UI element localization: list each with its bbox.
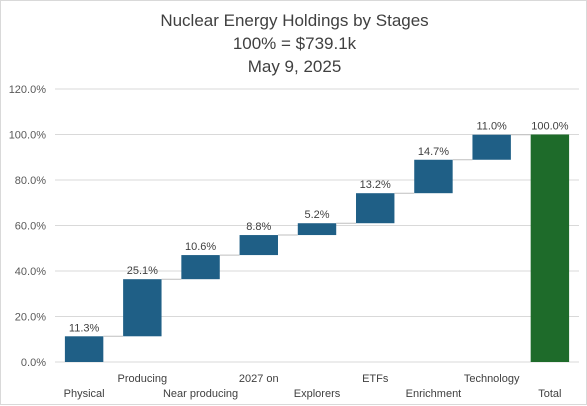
- step-bar: [123, 279, 162, 337]
- x-category-label: Technology: [464, 373, 520, 385]
- data-label: 25.1%: [127, 265, 158, 277]
- data-label: 11.0%: [476, 121, 507, 133]
- x-category-label: Total: [538, 388, 561, 400]
- data-label: 13.2%: [360, 179, 391, 191]
- step-bar: [472, 134, 511, 160]
- step-bar: [297, 223, 337, 236]
- data-label: 14.7%: [418, 146, 449, 158]
- data-label: 5.2%: [304, 209, 329, 221]
- chart-subtitle-date: May 9, 2025: [247, 57, 342, 76]
- chart-subtitle-total: 100% = $739.1k: [232, 34, 357, 53]
- y-tick-label: 100.0%: [9, 130, 47, 142]
- data-label: 8.8%: [246, 221, 271, 233]
- data-label: 10.6%: [185, 241, 216, 253]
- x-category-label: Producing: [118, 373, 168, 385]
- step-bar: [356, 193, 395, 224]
- x-category-label: ETFs: [362, 373, 389, 385]
- y-tick-label: 80.0%: [15, 175, 46, 187]
- data-label: 11.3%: [69, 322, 100, 334]
- step-bar: [181, 255, 220, 280]
- x-category-label: Near producing: [163, 388, 238, 400]
- step-bar: [414, 159, 453, 194]
- y-tick-label: 120.0%: [9, 84, 47, 96]
- x-category-label: Explorers: [294, 388, 341, 400]
- y-tick-label: 20.0%: [15, 312, 46, 324]
- x-category-label: Physical: [64, 388, 105, 400]
- step-bar: [239, 235, 278, 256]
- step-bar: [64, 336, 104, 362]
- data-label: 100.0%: [531, 121, 569, 133]
- y-tick-label: 0.0%: [21, 357, 46, 369]
- x-category-label: Enrichment: [406, 388, 462, 400]
- chart-titles: Nuclear Energy Holdings by Stages 100% =…: [1, 9, 587, 78]
- chart-title: Nuclear Energy Holdings by Stages: [160, 11, 429, 30]
- x-category-label: 2027 on: [239, 373, 279, 385]
- y-tick-label: 60.0%: [15, 221, 46, 233]
- total-bar: [530, 134, 570, 362]
- y-tick-label: 40.0%: [15, 266, 46, 278]
